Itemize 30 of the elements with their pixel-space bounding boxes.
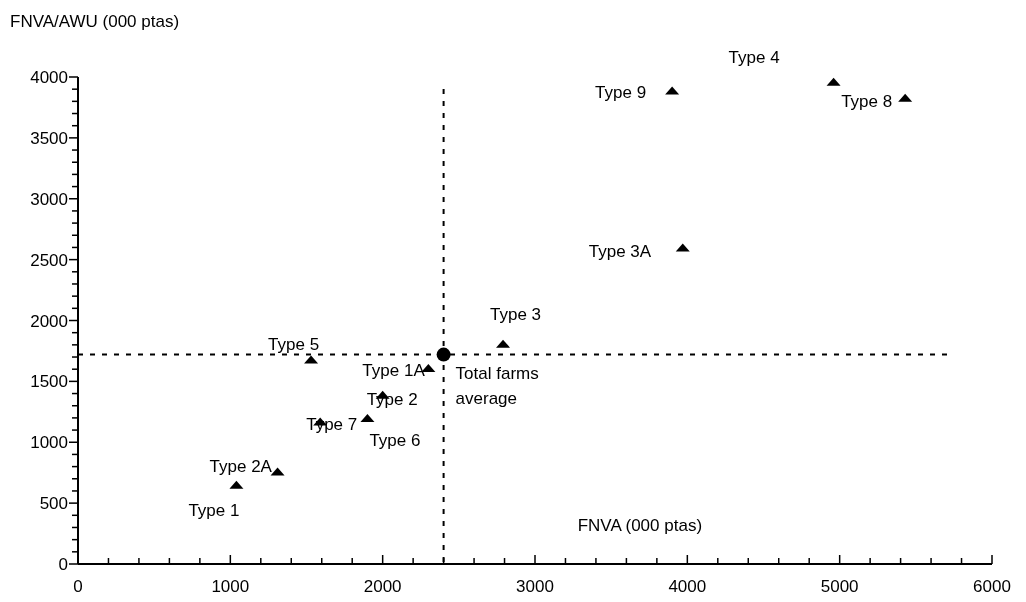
y-tick-label: 1500 <box>30 372 68 392</box>
x-tick-label: 1000 <box>211 577 250 596</box>
y-tick-label: 500 <box>39 494 68 514</box>
series-label: Total farms average <box>455 363 539 408</box>
y-tick-label: 3500 <box>30 128 68 148</box>
y-tick-label: 2000 <box>30 311 68 331</box>
series-label: Type 5 <box>268 335 320 355</box>
x-tick-label: 4000 <box>668 577 707 596</box>
text: Type 4 <box>728 47 780 67</box>
y-tick-label: 4000 <box>30 68 68 87</box>
y-tick-label: 1000 <box>30 433 68 453</box>
series-label: Type 6 <box>369 430 421 450</box>
point <box>436 347 451 362</box>
x-tick-label: 2000 <box>363 577 402 596</box>
series-label: Type 2A <box>209 457 273 477</box>
series-label: Type 3A <box>588 242 652 262</box>
series-label: Type 8 <box>841 91 893 111</box>
y-tick-label: 0 <box>58 555 68 574</box>
x-tick-label: 6000 <box>973 577 1011 596</box>
x-tick-label: 3000 <box>516 577 554 596</box>
y-tick-label: 3000 <box>30 189 68 209</box>
y-axis-title: FNVA/AWU (000 ptas) <box>10 12 180 31</box>
x-tick-label: 5000 <box>820 577 859 596</box>
series-label: Type 9 <box>595 83 647 103</box>
x-tick-label: 0 <box>73 577 83 596</box>
series-label: Type 1A <box>362 360 426 380</box>
y-tick-label: 2500 <box>30 250 68 270</box>
series-label: Type 3 <box>490 304 542 324</box>
x-axis-title: FNVA (000 ptas) <box>577 516 703 535</box>
series-label: Type 1 <box>188 500 240 520</box>
